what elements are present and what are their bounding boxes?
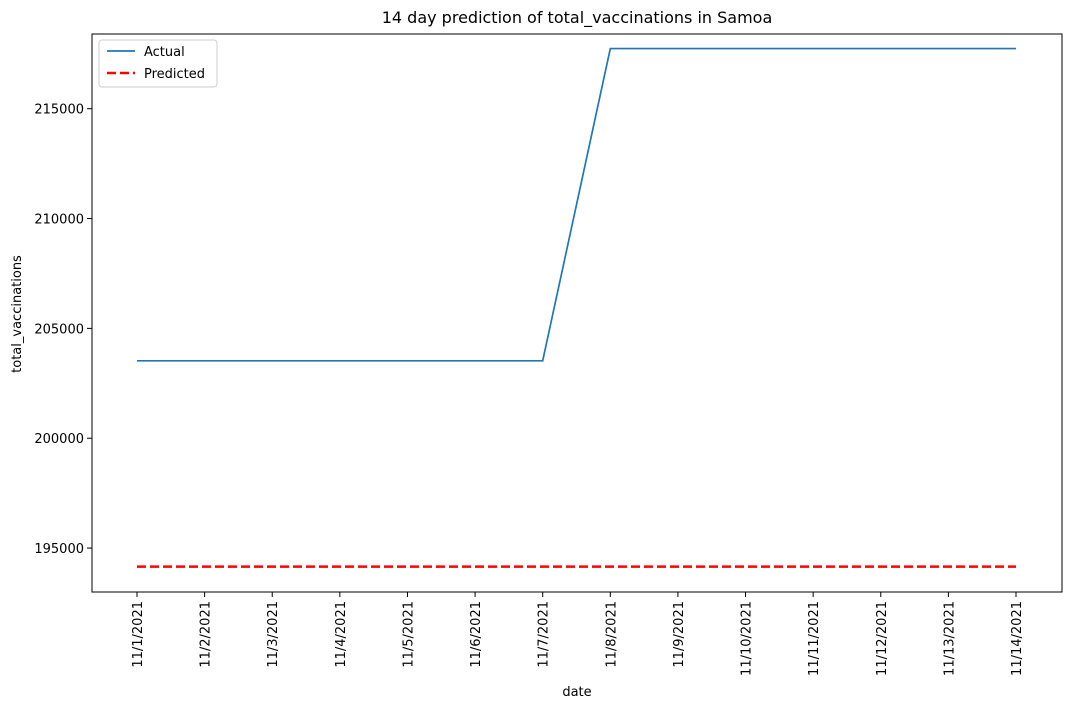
y-tick-label: 200000 — [34, 432, 84, 447]
x-axis-label: date — [562, 685, 591, 700]
series-line-actual — [137, 47, 1016, 362]
plot-frame — [91, 33, 1063, 593]
x-tick-label: 11/9/2021 — [672, 601, 687, 668]
legend: Actual Predicted — [98, 39, 218, 88]
x-axis-ticks: 11/1/2021 11/2/2021 11/3/2021 11/4/2021 11/5… — [131, 592, 1025, 676]
x-tick-label: 11/11/2021 — [807, 601, 822, 676]
x-tick-label: 11/6/2021 — [469, 601, 484, 668]
legend-label-predicted: Predicted — [144, 67, 205, 82]
x-tick-label: 11/12/2021 — [875, 601, 890, 676]
x-tick-label: 11/4/2021 — [334, 601, 349, 668]
y-tick-label: 210000 — [34, 213, 84, 228]
chart-title: 14 day prediction of total_vaccinations … — [382, 8, 773, 28]
y-axis-ticks: 195000 200000 205000 210000 215000 — [34, 103, 92, 557]
y-axis-label: total_vaccinations — [10, 255, 25, 373]
x-tick-label: 11/10/2021 — [740, 601, 755, 676]
x-tick-label: 11/2/2021 — [199, 601, 214, 668]
series-lines — [137, 47, 1016, 568]
legend-label-actual: Actual — [144, 45, 185, 60]
y-tick-label: 215000 — [34, 103, 84, 118]
x-tick-label: 11/13/2021 — [942, 601, 957, 676]
x-tick-label: 11/7/2021 — [537, 601, 552, 668]
y-tick-label: 195000 — [34, 542, 84, 557]
x-tick-label: 11/3/2021 — [266, 601, 281, 668]
x-tick-label: 11/5/2021 — [401, 601, 416, 668]
x-tick-label: 11/8/2021 — [604, 601, 619, 668]
y-tick-label: 205000 — [34, 322, 84, 337]
x-tick-label: 11/14/2021 — [1010, 601, 1025, 676]
x-tick-label: 11/1/2021 — [131, 601, 146, 668]
